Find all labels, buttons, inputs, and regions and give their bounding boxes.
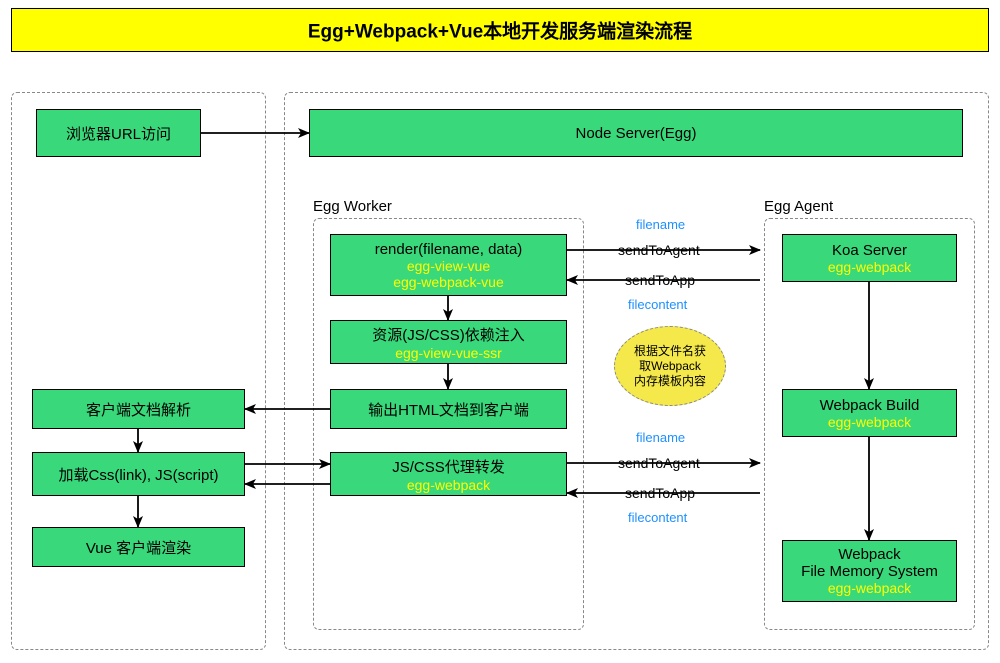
title-text: Egg+Webpack+Vue本地开发服务端渲染流程 [12, 17, 988, 44]
ellipse-note: 根据文件名获取Webpack内存模板内容 [614, 326, 726, 406]
blue-label-fc2: filecontent [628, 510, 687, 525]
box-sub-line: egg-webpack-vue [393, 274, 504, 290]
edge-label-sta2: sendToAgent [618, 455, 700, 471]
box-main-line: 输出HTML文档到客户端 [368, 399, 529, 420]
box-main-line: JS/CSS代理转发 [392, 456, 505, 477]
box-inject: 资源(JS/CSS)依赖注入egg-view-vue-ssr [330, 320, 567, 364]
box-main-line: Node Server(Egg) [576, 125, 697, 142]
box-main-line: Vue 客户端渲染 [86, 537, 191, 558]
region-label-egg-worker: Egg Worker [313, 198, 392, 215]
box-sub-line: egg-webpack [828, 259, 911, 275]
box-main-line: 客户端文档解析 [86, 399, 191, 420]
blue-label-fn2: filename [636, 430, 685, 445]
box-proxy: JS/CSS代理转发egg-webpack [330, 452, 567, 496]
box-main-line: File Memory System [801, 563, 938, 580]
box-sub-line: egg-view-vue-ssr [395, 345, 502, 361]
box-main-line: Webpack [838, 546, 900, 563]
box-main-line: 资源(JS/CSS)依赖注入 [372, 324, 525, 345]
edge-label-stp2: sendToApp [625, 485, 695, 501]
box-main-line: 加载Css(link), JS(script) [59, 464, 219, 485]
box-node-server: Node Server(Egg) [309, 109, 963, 157]
edge-label-stp1: sendToApp [625, 272, 695, 288]
box-main-line: 浏览器URL访问 [66, 123, 171, 144]
box-vue-client: Vue 客户端渲染 [32, 527, 245, 567]
box-browser: 浏览器URL访问 [36, 109, 201, 157]
box-main-line: Webpack Build [820, 397, 920, 414]
box-wb-build: Webpack Buildegg-webpack [782, 389, 957, 437]
region-label-egg-agent: Egg Agent [764, 198, 833, 215]
title-bar: Egg+Webpack+Vue本地开发服务端渲染流程 [11, 8, 989, 52]
ellipse-line: 内存模板内容 [634, 374, 706, 389]
blue-label-fc1: filecontent [628, 297, 687, 312]
box-koa: Koa Serveregg-webpack [782, 234, 957, 282]
edge-label-sta1: sendToAgent [618, 242, 700, 258]
box-main-line: render(filename, data) [375, 241, 523, 258]
box-client-parse: 客户端文档解析 [32, 389, 245, 429]
blue-label-fn1: filename [636, 217, 685, 232]
box-sub-line: egg-webpack [828, 580, 911, 596]
box-main-line: Koa Server [832, 242, 907, 259]
box-load-cssjs: 加载Css(link), JS(script) [32, 452, 245, 496]
box-sub-line: egg-webpack [828, 414, 911, 430]
box-output-html: 输出HTML文档到客户端 [330, 389, 567, 429]
box-sub-line: egg-view-vue [407, 258, 490, 274]
ellipse-line: 根据文件名获 [634, 344, 706, 359]
box-wb-fms: WebpackFile Memory Systemegg-webpack [782, 540, 957, 602]
box-sub-line: egg-webpack [407, 477, 490, 493]
ellipse-line: 取Webpack [639, 359, 701, 374]
box-render: render(filename, data)egg-view-vueegg-we… [330, 234, 567, 296]
